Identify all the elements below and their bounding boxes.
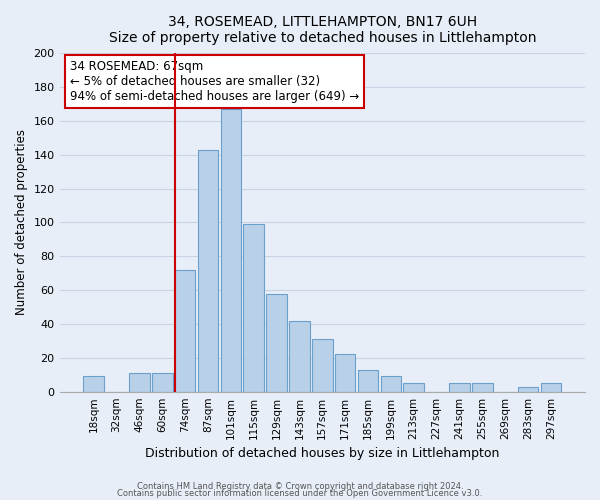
Bar	[266, 294, 287, 392]
Bar	[289, 320, 310, 392]
Bar	[221, 109, 241, 392]
Bar	[403, 383, 424, 392]
Bar	[244, 224, 264, 392]
Bar	[198, 150, 218, 392]
Text: Contains public sector information licensed under the Open Government Licence v3: Contains public sector information licen…	[118, 490, 482, 498]
Bar	[541, 383, 561, 392]
Bar	[449, 383, 470, 392]
Bar	[335, 354, 355, 392]
Bar	[83, 376, 104, 392]
Bar	[312, 339, 332, 392]
Title: 34, ROSEMEAD, LITTLEHAMPTON, BN17 6UH
Size of property relative to detached hous: 34, ROSEMEAD, LITTLEHAMPTON, BN17 6UH Si…	[109, 15, 536, 45]
Bar	[472, 383, 493, 392]
Text: 34 ROSEMEAD: 67sqm
← 5% of detached houses are smaller (32)
94% of semi-detached: 34 ROSEMEAD: 67sqm ← 5% of detached hous…	[70, 60, 359, 103]
Bar	[175, 270, 196, 392]
Bar	[380, 376, 401, 392]
Bar	[518, 386, 538, 392]
Bar	[358, 370, 378, 392]
X-axis label: Distribution of detached houses by size in Littlehampton: Distribution of detached houses by size …	[145, 447, 499, 460]
Bar	[129, 373, 150, 392]
Y-axis label: Number of detached properties: Number of detached properties	[15, 130, 28, 316]
Text: Contains HM Land Registry data © Crown copyright and database right 2024.: Contains HM Land Registry data © Crown c…	[137, 482, 463, 491]
Bar	[152, 373, 173, 392]
